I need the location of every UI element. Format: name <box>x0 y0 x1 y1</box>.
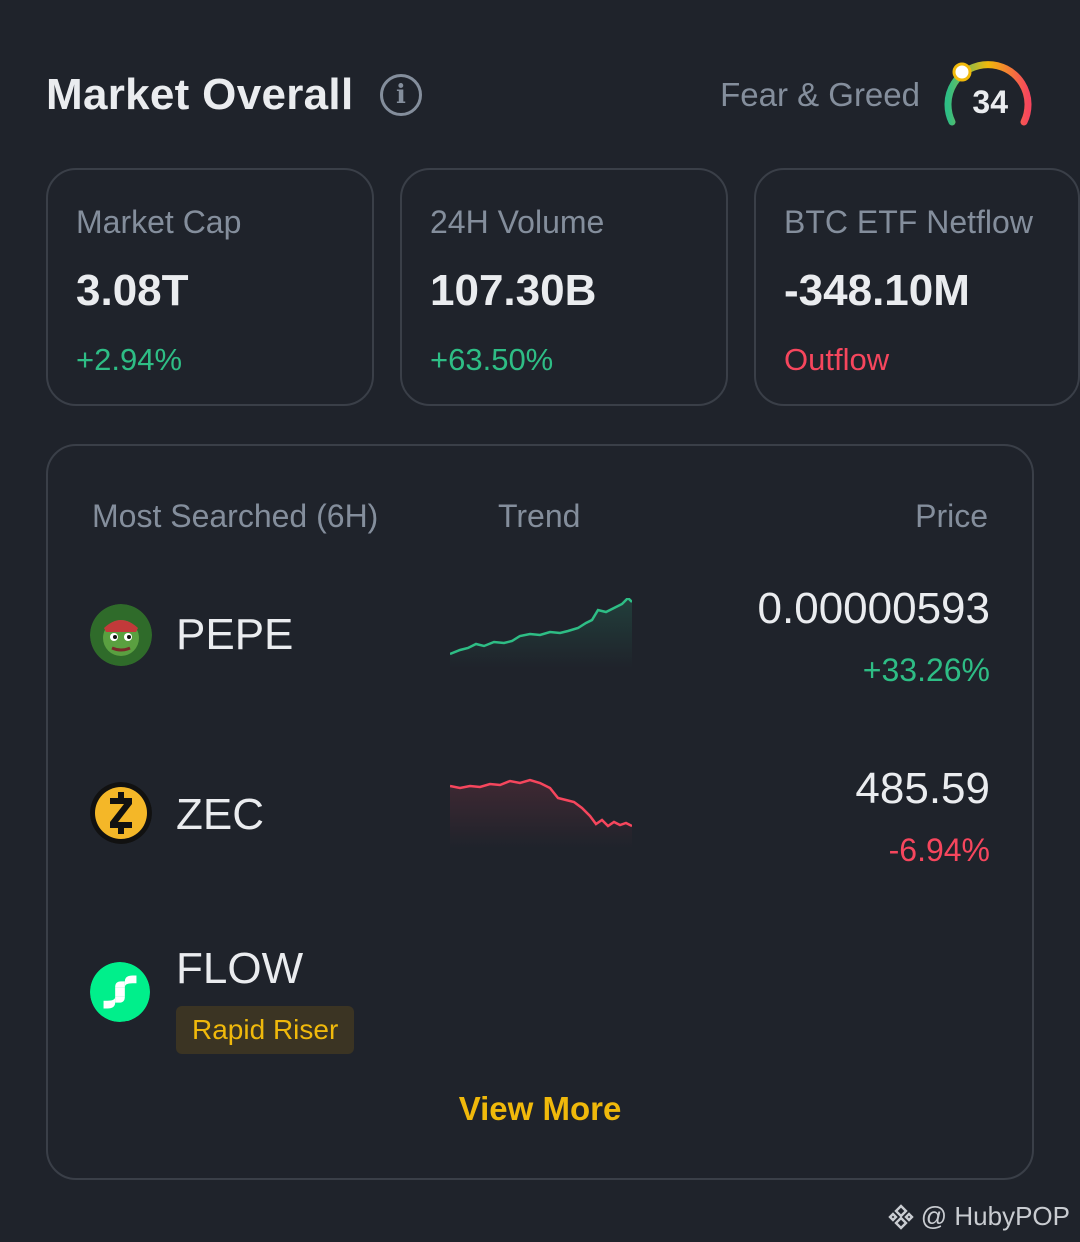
volume-change: +63.50% <box>430 342 554 377</box>
rapid-riser-badge: Rapid Riser <box>176 1006 355 1054</box>
fear-greed-label[interactable]: Fear & Greed <box>720 76 920 113</box>
coin-name: ZEC <box>176 790 264 839</box>
market-cap-card[interactable]: Market Cap 3.08T +2.94% <box>46 168 374 406</box>
page-title: Market Overall <box>46 70 354 119</box>
watermark: @ HubyPOP <box>887 1201 1070 1232</box>
market-cap-value: 3.08T <box>76 266 189 315</box>
coin-change: -6.94% <box>888 832 990 868</box>
col-header-name: Most Searched (6H) <box>92 498 379 534</box>
coin-price: 0.00000593 <box>757 584 990 633</box>
zcash-coin-icon <box>90 782 152 844</box>
list-item-pepe[interactable]: PEPE 0.00000593 +33.26% <box>48 576 1032 716</box>
col-header-trend: Trend <box>498 498 581 534</box>
coin-price: 485.59 <box>855 764 990 813</box>
pepe-coin-icon <box>90 604 152 666</box>
etf-netflow-card[interactable]: BTC ETF Netflow -348.10M Outflow <box>754 168 1080 406</box>
etf-netflow-label: BTC ETF Netflow <box>784 204 1033 240</box>
volume-value: 107.30B <box>430 266 597 315</box>
list-item-zec[interactable]: ZEC 485.59 -6.94% <box>48 756 1032 896</box>
coin-name: FLOW <box>176 944 304 993</box>
col-header-price: Price <box>915 498 988 534</box>
etf-netflow-value: -348.10M <box>784 266 970 315</box>
flow-coin-icon <box>90 962 150 1022</box>
pepe-trend-sparkline <box>450 598 632 668</box>
binance-logo-icon <box>888 1203 914 1230</box>
volume-label: 24H Volume <box>430 204 605 240</box>
market-cap-label: Market Cap <box>76 204 242 240</box>
etf-netflow-status: Outflow <box>784 342 890 377</box>
coin-name: PEPE <box>176 610 294 659</box>
watermark-text: @ HubyPOP <box>920 1201 1070 1231</box>
market-cap-change: +2.94% <box>76 342 183 377</box>
market-header: Market Overall i Fear & Greed 34 <box>46 56 1036 136</box>
list-item-flow[interactable]: FLOW Rapid Riser <box>48 936 1032 1116</box>
volume-card[interactable]: 24H Volume 107.30B +63.50% <box>400 168 728 406</box>
zec-trend-sparkline <box>450 778 632 848</box>
fear-greed-gauge-icon[interactable] <box>940 56 1036 132</box>
coin-change: +33.26% <box>862 652 990 688</box>
most-searched-panel: Most Searched (6H) Trend Price PEPE <box>46 444 1034 1180</box>
info-icon[interactable]: i <box>380 74 422 116</box>
fear-greed-value: 34 <box>972 84 1008 120</box>
view-more-button[interactable]: View More <box>458 1090 622 1127</box>
